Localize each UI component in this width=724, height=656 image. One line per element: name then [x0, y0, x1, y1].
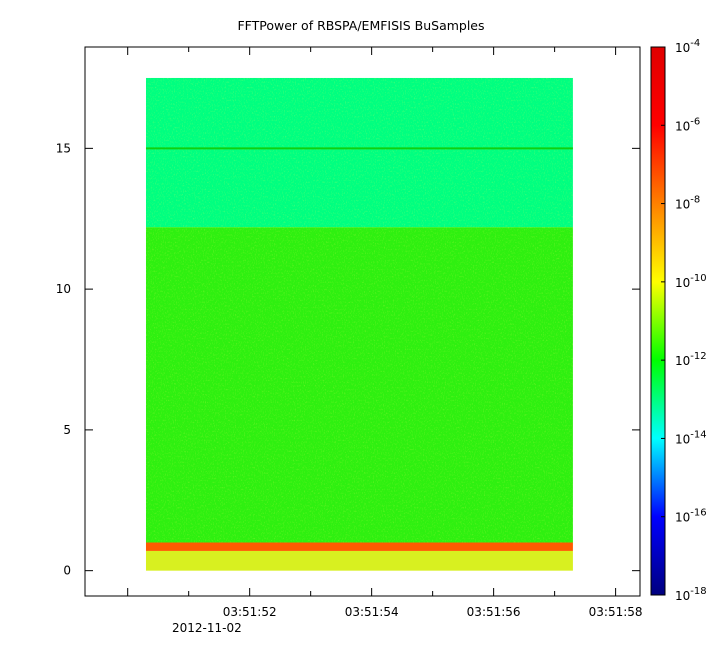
x-axis: 03:51:52 03:51:54 03:51:56 03:51:58: [127, 47, 643, 619]
colorbar-tick-label: 10-16: [675, 508, 707, 525]
x-tick-label: 03:51:52: [223, 605, 277, 619]
spectrogram-image: [145, 77, 573, 571]
y-tick-label: 15: [56, 141, 71, 155]
spectrogram-band-2: [145, 542, 573, 551]
colorbar-tick-label: 10-10: [675, 273, 707, 290]
chart-title: FFTPower of RBSPA/EMFISIS BuSamples: [237, 18, 484, 33]
x-tick-label: 03:51:58: [589, 605, 643, 619]
colorbar-tick-label: 10-12: [675, 351, 707, 368]
y-axis: 0 5 10 15: [56, 141, 640, 578]
x-axis-date-label: 2012-11-02: [172, 621, 242, 635]
colorbar: [650, 46, 666, 596]
spectrogram-band-3: [145, 550, 573, 571]
colorbar-tick-label: 10-18: [675, 586, 707, 603]
x-tick-label: 03:51:54: [345, 605, 399, 619]
spectrogram-texture: [145, 77, 573, 543]
x-tick-label: 03:51:56: [467, 605, 521, 619]
colorbar-tick-label: 10-6: [675, 116, 700, 133]
colorbar-tick-label: 10-4: [675, 38, 700, 55]
colorbar-tick-label: 10-8: [675, 195, 700, 212]
y-tick-label: 10: [56, 282, 71, 296]
colorbar-tick-label: 10-14: [675, 429, 707, 446]
colorbar-axis: 10-4 10-6 10-8 10-10 10-12 10-14 10-16 10-18: [661, 38, 707, 603]
y-tick-label: 0: [63, 564, 71, 578]
y-tick-label: 5: [63, 423, 71, 437]
